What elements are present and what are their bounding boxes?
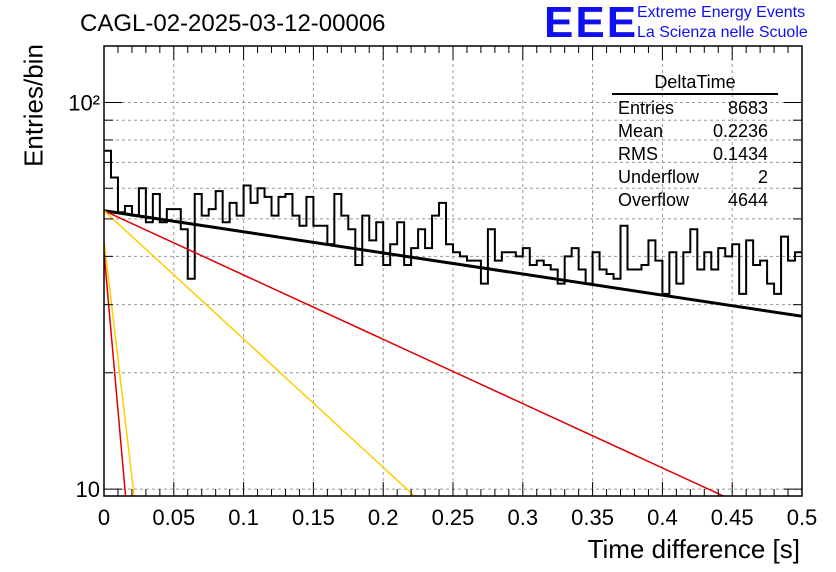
x-tick-label: 0.5 (787, 505, 818, 530)
eee-logo-line2: La Scienza nelle Scuole (637, 24, 808, 41)
histogram-outline (104, 149, 802, 295)
stats-value: 2 (757, 167, 768, 187)
stats-value: 0.2236 (712, 121, 768, 141)
x-tick-label: 0.05 (152, 505, 195, 530)
stats-label: RMS (618, 144, 658, 164)
eee-logo: EEE (544, 0, 639, 47)
x-axis-label: Time difference [s] (587, 534, 800, 564)
stats-label: Entries (618, 98, 675, 118)
eee-logo-line1: Extreme Energy Events (637, 4, 806, 21)
stats-title: DeltaTime (612, 72, 778, 95)
stats-value: 4644 (727, 190, 768, 210)
x-tick-label: 0.35 (571, 505, 614, 530)
fit-curve-0 (104, 209, 802, 318)
x-tick-label: 0.25 (432, 505, 475, 530)
stats-row-rms: RMS 0.1434 (612, 143, 778, 166)
stats-row-mean: Mean 0.2236 (612, 120, 778, 143)
x-tick-label: 0.45 (711, 505, 754, 530)
y-axis-label: Entries/bin (18, 44, 49, 167)
x-tick-label: 0.1 (228, 505, 259, 530)
stats-label: Underflow (618, 167, 700, 187)
fit-curve-1 (104, 210, 726, 496)
x-tick-label: 0.4 (647, 505, 678, 530)
x-tick-label: 0.3 (508, 505, 539, 530)
stats-row-overflow: Overflow 4644 (612, 189, 778, 212)
x-tick-label: 0.2 (368, 505, 399, 530)
fit-curve-3 (104, 240, 135, 496)
stats-value: 8683 (727, 98, 768, 118)
y-tick-label: 10 (76, 477, 100, 502)
run-title: CAGL-02-2025-03-12-00006 (80, 10, 386, 37)
stats-value: 0.1434 (712, 144, 768, 164)
stats-row-underflow: Underflow 2 (612, 166, 778, 189)
fit-curve-2 (104, 210, 416, 496)
stats-box: DeltaTime Entries 8683 Mean 0.2236 RMS 0… (612, 72, 778, 212)
stats-label: Mean (618, 121, 664, 141)
stats-label: Overflow (618, 190, 690, 210)
y-tick-label: 10² (68, 90, 100, 115)
fit-curve-4 (104, 252, 127, 496)
x-tick-label: 0 (98, 505, 110, 530)
x-tick-label: 0.15 (292, 505, 335, 530)
stats-row-entries: Entries 8683 (612, 97, 778, 120)
